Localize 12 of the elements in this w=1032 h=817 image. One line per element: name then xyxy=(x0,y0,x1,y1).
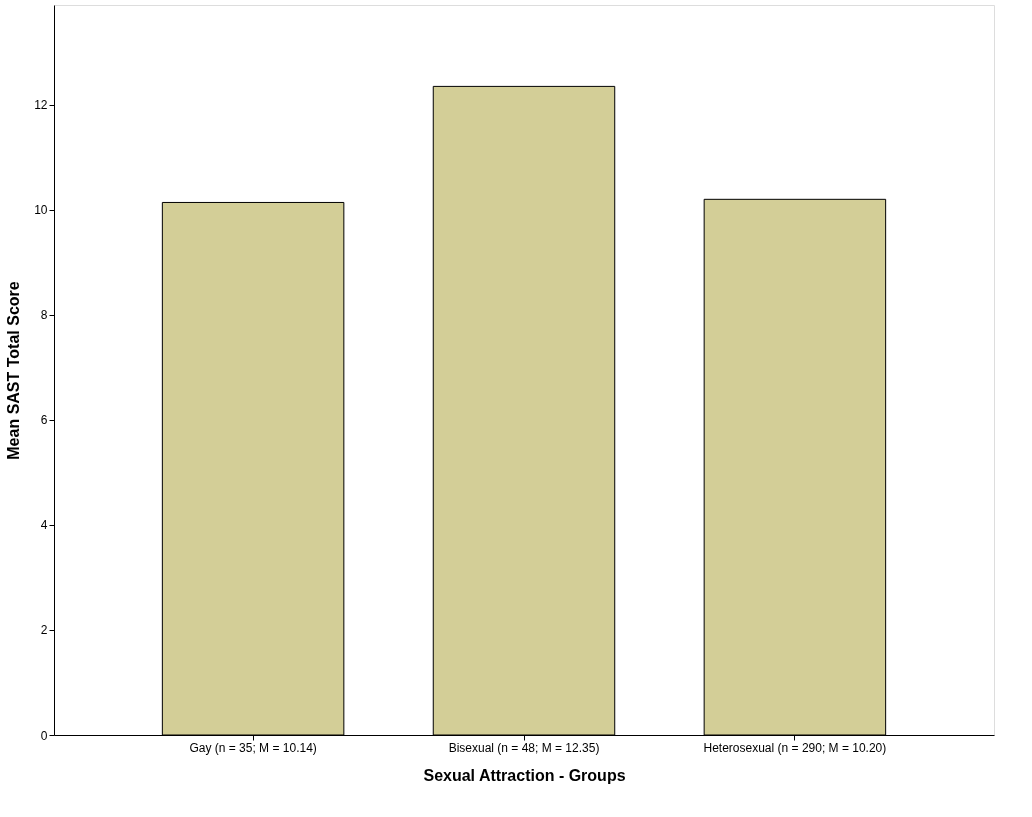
y-tick-label: 12 xyxy=(34,98,48,113)
y-axis-title: Mean SAST Total Score xyxy=(5,281,23,460)
y-tick-label: 10 xyxy=(34,203,48,218)
y-tick-label: 0 xyxy=(40,728,48,743)
y-tick-label: 8 xyxy=(40,308,48,323)
y-tick-label: 6 xyxy=(40,413,48,428)
x-axis-title: Sexual Attraction - Groups xyxy=(423,766,626,784)
x-tick-label: Bisexual (n = 48; M = 12.35) xyxy=(448,740,600,755)
y-tick-label: 4 xyxy=(40,518,48,533)
x-tick-label: Gay (n = 35; M = 10.14) xyxy=(189,740,317,755)
y-tick-label: 2 xyxy=(40,623,48,638)
x-tick-label: Heterosexual (n = 290; M = 10.20) xyxy=(703,740,887,755)
